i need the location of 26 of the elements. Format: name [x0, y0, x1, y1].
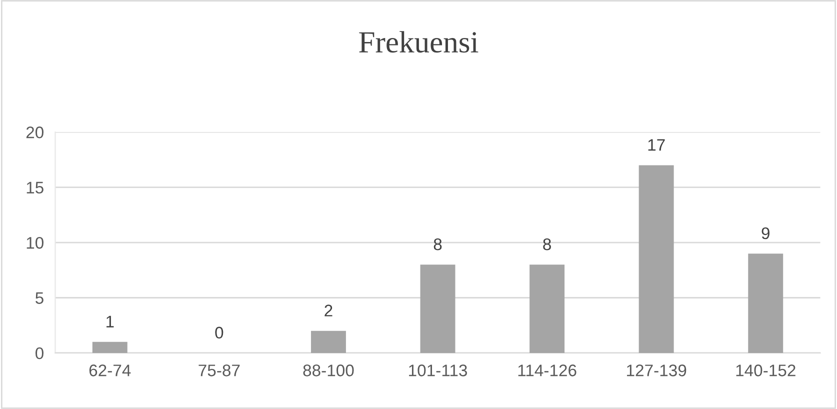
x-tick-label: 62-74 [89, 364, 131, 376]
data-label: 9 [762, 227, 770, 240]
x-tick-label: 127-139 [627, 364, 686, 376]
data-label: 17 [648, 139, 665, 151]
bar [748, 254, 784, 353]
data-label: 8 [434, 238, 442, 250]
x-tick-label: 75-87 [198, 364, 240, 376]
x-tick-label: 140-152 [736, 364, 796, 376]
x-tick-label: 88-100 [303, 364, 354, 376]
x-tick-label: 114-126 [518, 364, 576, 376]
bar [638, 165, 674, 353]
data-label: 8 [543, 238, 551, 250]
data-label: 0 [215, 326, 224, 339]
bar [92, 342, 128, 353]
chart-title: Frekuensi [359, 31, 478, 53]
y-tick-label: 20 [26, 126, 44, 138]
bar [420, 264, 456, 353]
data-label: 1 [106, 316, 114, 328]
bar [310, 330, 346, 353]
x-tick-label: 101-113 [409, 364, 467, 376]
y-tick-label: 10 [26, 236, 44, 249]
y-tick-label: 0 [36, 347, 44, 360]
data-label: 2 [324, 304, 332, 316]
y-tick-label: 5 [36, 292, 44, 304]
y-tick-label: 15 [26, 182, 44, 194]
bar [530, 264, 565, 353]
